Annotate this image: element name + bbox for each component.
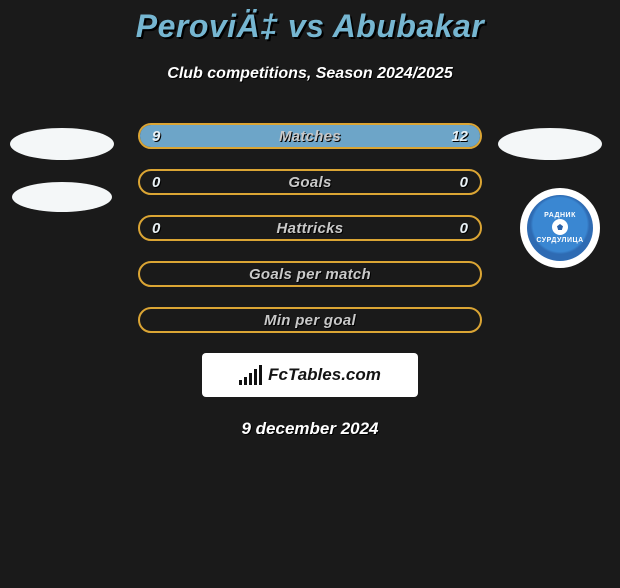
stat-value-right: 0 xyxy=(460,217,468,239)
club-badge: РАДНИК СУРДУЛИЦА xyxy=(520,188,600,268)
avatar-placeholder-shape xyxy=(498,128,602,160)
brand-bar xyxy=(244,377,247,385)
player-left-avatar xyxy=(8,128,116,212)
brand-bar xyxy=(249,373,252,385)
stat-label: Goals xyxy=(140,171,480,193)
stat-row: Goals per match xyxy=(138,261,482,287)
stat-label: Goals per match xyxy=(140,263,480,285)
brand-bar xyxy=(259,365,262,385)
page-title: PeroviÄ‡ vs Abubakar xyxy=(0,8,620,45)
club-badge-inner: РАДНИК СУРДУЛИЦА xyxy=(527,195,593,261)
brand-bar xyxy=(239,380,242,385)
stat-row: Min per goal xyxy=(138,307,482,333)
club-badge-top-text: РАДНИК xyxy=(544,212,576,219)
stat-label: Hattricks xyxy=(140,217,480,239)
player-right-avatar xyxy=(496,128,604,160)
soccer-ball-icon xyxy=(552,219,568,235)
stat-label: Matches xyxy=(140,125,480,147)
stats-table: 9Matches120Goals00Hattricks0Goals per ma… xyxy=(138,123,482,333)
date-text: 9 december 2024 xyxy=(0,419,620,439)
brand-bars-icon xyxy=(239,365,262,385)
subtitle: Club competitions, Season 2024/2025 xyxy=(0,65,620,83)
stat-value-right: 0 xyxy=(460,171,468,193)
stat-label: Min per goal xyxy=(140,309,480,331)
brand-box: FcTables.com xyxy=(202,353,418,397)
stat-row: 9Matches12 xyxy=(138,123,482,149)
stat-value-right: 12 xyxy=(451,125,468,147)
avatar-placeholder-shape xyxy=(12,182,112,212)
stat-row: 0Goals0 xyxy=(138,169,482,195)
brand-text: FcTables.com xyxy=(268,365,381,385)
brand-bar xyxy=(254,369,257,385)
club-badge-bottom-text: СУРДУЛИЦА xyxy=(536,237,583,244)
avatar-placeholder-shape xyxy=(10,128,114,160)
stat-row: 0Hattricks0 xyxy=(138,215,482,241)
